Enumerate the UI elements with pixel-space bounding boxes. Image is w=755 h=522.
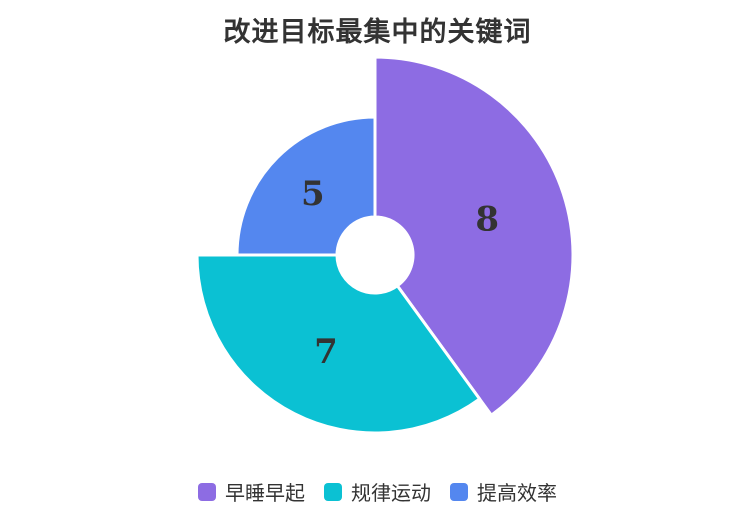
legend-item-2[interactable]: 规律运动 xyxy=(324,477,431,506)
legend: 早睡早起 规律运动 提高效率 xyxy=(0,477,755,506)
legend-item-3[interactable]: 提高效率 xyxy=(450,477,557,506)
legend-swatch-icon xyxy=(198,482,216,501)
chart-title: 改进目标最集中的关键词 xyxy=(223,17,532,47)
legend-label: 规律运动 xyxy=(351,483,431,505)
legend-label: 提高效率 xyxy=(477,483,557,505)
legend-swatch-icon xyxy=(324,482,342,501)
pie-slice-1[interactable] xyxy=(373,55,575,417)
pie-slice-3[interactable] xyxy=(235,115,377,257)
legend-item-1[interactable]: 早睡早起 xyxy=(198,477,305,506)
legend-swatch-icon xyxy=(450,482,468,501)
legend-label: 早睡早起 xyxy=(225,483,305,505)
pie-slice-2[interactable] xyxy=(195,253,482,435)
